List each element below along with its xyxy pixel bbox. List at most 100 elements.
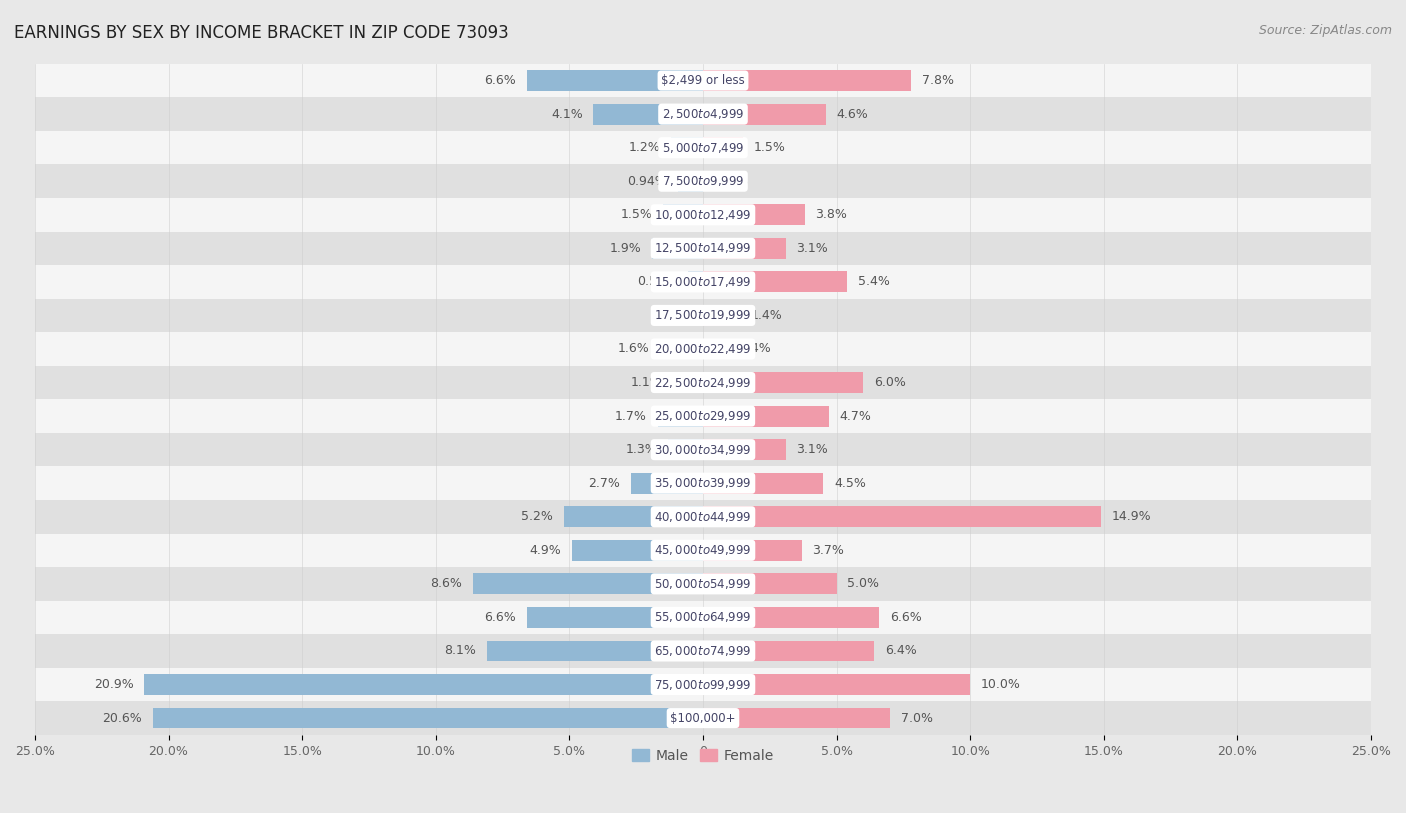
Text: 8.1%: 8.1%	[444, 645, 475, 658]
Text: $40,000 to $44,999: $40,000 to $44,999	[654, 510, 752, 524]
Bar	[703, 338, 720, 359]
Bar	[35, 601, 1371, 634]
Text: 5.0%: 5.0%	[848, 577, 879, 590]
Text: 4.6%: 4.6%	[837, 107, 869, 120]
Text: 14.9%: 14.9%	[1112, 511, 1152, 524]
Bar	[35, 399, 1371, 433]
Text: Source: ZipAtlas.com: Source: ZipAtlas.com	[1258, 24, 1392, 37]
Text: 3.1%: 3.1%	[797, 443, 828, 456]
Bar	[35, 667, 1371, 702]
Bar	[35, 366, 1371, 399]
Text: $2,500 to $4,999: $2,500 to $4,999	[662, 107, 744, 121]
Bar	[35, 533, 1371, 567]
Bar	[35, 467, 1371, 500]
Text: 0.56%: 0.56%	[637, 276, 678, 289]
Bar	[703, 372, 863, 393]
Text: 1.3%: 1.3%	[626, 443, 658, 456]
Text: 1.1%: 1.1%	[631, 376, 662, 389]
Text: $75,000 to $99,999: $75,000 to $99,999	[654, 677, 752, 692]
Legend: Male, Female: Male, Female	[627, 743, 779, 768]
Bar	[703, 607, 879, 628]
Bar	[631, 473, 703, 493]
Text: 6.4%: 6.4%	[884, 645, 917, 658]
Text: $100,000+: $100,000+	[671, 711, 735, 724]
Text: $17,500 to $19,999: $17,500 to $19,999	[654, 308, 752, 323]
Text: $10,000 to $12,499: $10,000 to $12,499	[654, 208, 752, 222]
Bar	[661, 338, 703, 359]
Bar	[486, 641, 703, 662]
Bar	[35, 198, 1371, 232]
Text: 1.9%: 1.9%	[610, 241, 641, 254]
Bar	[703, 573, 837, 594]
Bar	[152, 707, 703, 728]
Bar	[703, 439, 786, 460]
Bar	[662, 204, 703, 225]
Text: $7,500 to $9,999: $7,500 to $9,999	[662, 174, 744, 189]
Bar	[35, 433, 1371, 467]
Bar	[35, 63, 1371, 98]
Text: 3.1%: 3.1%	[797, 241, 828, 254]
Bar	[572, 540, 703, 561]
Text: $45,000 to $49,999: $45,000 to $49,999	[654, 543, 752, 558]
Text: 4.9%: 4.9%	[530, 544, 561, 557]
Text: 1.5%: 1.5%	[754, 141, 786, 154]
Bar	[35, 333, 1371, 366]
Text: 7.8%: 7.8%	[922, 74, 955, 87]
Text: 0.0%: 0.0%	[658, 309, 689, 322]
Bar	[35, 164, 1371, 198]
Text: 6.0%: 6.0%	[875, 376, 905, 389]
Text: $15,000 to $17,499: $15,000 to $17,499	[654, 275, 752, 289]
Bar	[678, 171, 703, 192]
Text: 4.5%: 4.5%	[834, 476, 866, 489]
Bar	[35, 500, 1371, 533]
Text: $12,500 to $14,999: $12,500 to $14,999	[654, 241, 752, 255]
Bar	[668, 439, 703, 460]
Text: 6.6%: 6.6%	[484, 611, 516, 624]
Text: 1.7%: 1.7%	[614, 410, 647, 423]
Bar	[35, 232, 1371, 265]
Text: 0.64%: 0.64%	[731, 342, 770, 355]
Text: $30,000 to $34,999: $30,000 to $34,999	[654, 442, 752, 457]
Text: $55,000 to $64,999: $55,000 to $64,999	[654, 611, 752, 624]
Text: 1.4%: 1.4%	[751, 309, 783, 322]
Text: $35,000 to $39,999: $35,000 to $39,999	[654, 476, 752, 490]
Text: 1.6%: 1.6%	[617, 342, 650, 355]
Text: 4.7%: 4.7%	[839, 410, 872, 423]
Text: 5.4%: 5.4%	[858, 276, 890, 289]
Text: $25,000 to $29,999: $25,000 to $29,999	[654, 409, 752, 423]
Text: 7.0%: 7.0%	[901, 711, 932, 724]
Bar	[35, 98, 1371, 131]
Text: 0.94%: 0.94%	[627, 175, 668, 188]
Bar	[658, 406, 703, 427]
Text: 20.6%: 20.6%	[103, 711, 142, 724]
Bar	[703, 204, 804, 225]
Text: EARNINGS BY SEX BY INCOME BRACKET IN ZIP CODE 73093: EARNINGS BY SEX BY INCOME BRACKET IN ZIP…	[14, 24, 509, 42]
Bar	[474, 573, 703, 594]
Text: $20,000 to $22,499: $20,000 to $22,499	[654, 342, 752, 356]
Text: 3.8%: 3.8%	[815, 208, 846, 221]
Bar	[703, 272, 848, 293]
Bar	[703, 137, 744, 158]
Text: 4.1%: 4.1%	[551, 107, 582, 120]
Bar	[671, 137, 703, 158]
Bar	[35, 702, 1371, 735]
Text: 5.2%: 5.2%	[522, 511, 554, 524]
Bar	[527, 607, 703, 628]
Text: 3.7%: 3.7%	[813, 544, 845, 557]
Bar	[652, 238, 703, 259]
Text: $2,499 or less: $2,499 or less	[661, 74, 745, 87]
Text: $5,000 to $7,499: $5,000 to $7,499	[662, 141, 744, 154]
Text: 1.2%: 1.2%	[628, 141, 661, 154]
Bar	[703, 707, 890, 728]
Text: 1.5%: 1.5%	[620, 208, 652, 221]
Text: 8.6%: 8.6%	[430, 577, 463, 590]
Bar	[593, 104, 703, 124]
Bar	[35, 131, 1371, 164]
Bar	[703, 238, 786, 259]
Text: 20.9%: 20.9%	[94, 678, 134, 691]
Bar	[35, 567, 1371, 601]
Text: $50,000 to $54,999: $50,000 to $54,999	[654, 577, 752, 591]
Text: 6.6%: 6.6%	[890, 611, 922, 624]
Bar	[35, 265, 1371, 298]
Bar	[703, 104, 825, 124]
